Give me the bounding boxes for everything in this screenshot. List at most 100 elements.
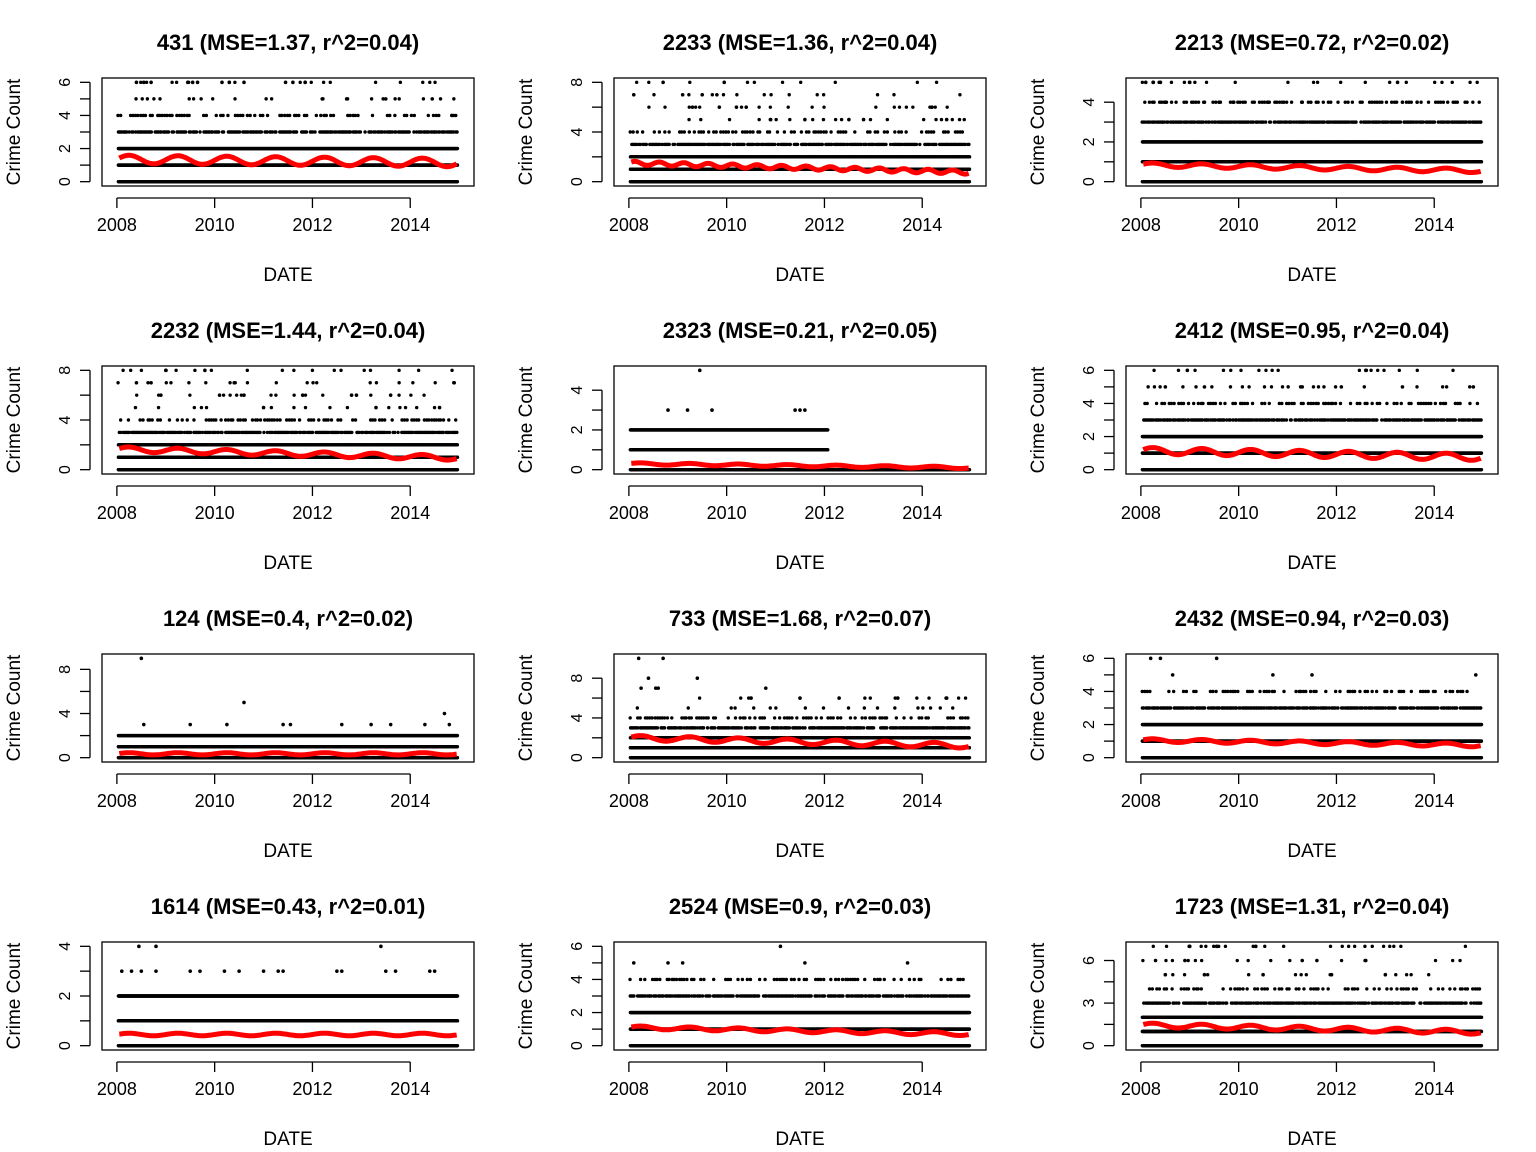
data-point [456,147,459,150]
data-point [310,81,313,84]
data-point [405,114,408,117]
data-point [222,130,225,133]
data-point [134,97,137,100]
data-point [455,130,458,133]
y-tick-label: 8 [569,78,586,87]
data-point [141,97,144,100]
data-point [226,114,229,117]
data-point [119,114,122,117]
data-point [393,114,396,117]
y-tick-label: 0 [569,177,586,186]
y-axis-label: Crime Count [4,78,25,185]
outlier-point [345,97,349,101]
data-point [238,130,241,133]
data-point [170,81,173,84]
outlier-point [135,81,139,85]
outlier-point [320,97,324,101]
data-point [968,180,971,183]
data-point [454,114,457,117]
data-point [325,114,328,117]
data-point [261,114,264,117]
data-point [374,81,377,84]
y-tick-label: 6 [57,78,74,87]
outlier-point [384,97,388,101]
data-point [437,114,440,117]
y-axis-label: Crime Count [516,78,537,185]
x-tick-label: 2008 [609,215,649,235]
data-point [187,97,190,100]
outlier-point [242,81,246,85]
outlier-point [228,81,232,85]
data-point [136,114,139,117]
x-tick-label: 2012 [292,215,332,235]
data-point [170,114,173,117]
data-point [184,130,187,133]
data-point [233,97,236,100]
data-point [187,114,190,117]
data-point [322,81,325,84]
data-point [428,81,431,84]
data-point [241,114,244,117]
y-tick-label: 0 [57,177,74,186]
data-point [397,97,400,100]
data-point [359,130,362,133]
data-point [370,97,373,100]
data-point [348,114,351,117]
data-point [192,97,195,100]
outlier-point [196,81,200,85]
data-point [211,97,214,100]
y-tick-label: 4 [57,111,74,120]
data-point [433,81,436,84]
data-point [422,97,425,100]
data-point [249,114,252,117]
data-point [439,97,442,100]
data-point [215,114,218,117]
x-tick-label: 2012 [804,215,844,235]
data-point [266,114,269,117]
data-point [393,97,396,100]
data-point [456,180,459,183]
panel-2: 2233 (MSE=1.36, r^2=0.04) 0 4 8 2008 2010 2012… [516,30,986,286]
data-point [152,97,155,100]
data-point [151,114,154,117]
data-point [158,97,161,100]
data-point [221,114,224,117]
data-point [315,114,318,117]
data-point [144,114,147,117]
panel-title: 2233 (MSE=1.36, r^2=0.04) [663,30,938,55]
y-tick-label: 4 [569,127,586,136]
data-point [175,81,178,84]
x-tick-label: 2010 [707,215,747,235]
data-point [205,114,208,117]
data-point [280,114,283,117]
data-point [264,97,267,100]
data-point [183,114,186,117]
data-point [413,114,416,117]
data-point [172,130,175,133]
outlier-point [450,114,454,118]
outlier-point [284,81,288,85]
data-point [150,130,153,133]
data-point [167,130,170,133]
data-point [298,81,301,84]
outlier-point [430,97,434,101]
data-point [329,81,332,84]
data-point [199,97,202,100]
outlier-point [191,81,195,85]
data-point [274,130,277,133]
data-point [388,114,391,117]
data-point [371,114,374,117]
data-point [452,97,455,100]
outlier-point [142,81,146,85]
data-point [408,130,411,133]
data-point [297,114,300,117]
x-tick-label: 2010 [195,215,235,235]
data-point [305,130,308,133]
data-point [427,114,430,117]
data-point [198,130,201,133]
data-point [146,97,149,100]
data-point [305,114,308,117]
data-point [270,97,273,100]
data-point [356,114,359,117]
